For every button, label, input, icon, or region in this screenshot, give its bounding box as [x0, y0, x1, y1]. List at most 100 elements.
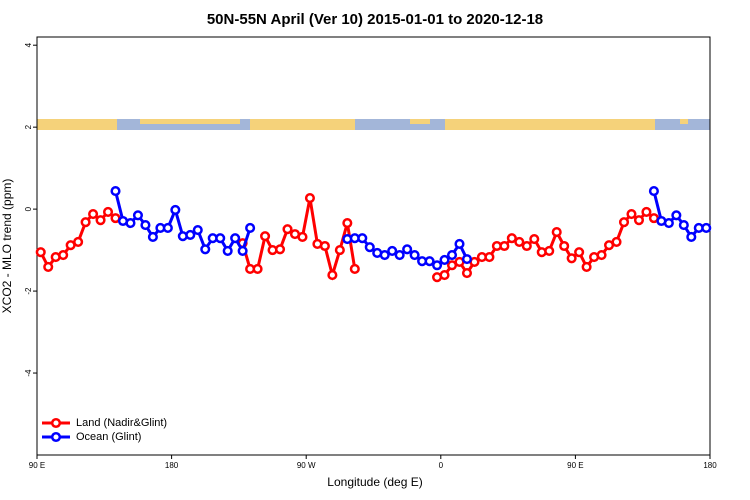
data-point [80, 217, 91, 228]
data-point [446, 249, 458, 261]
data-point [185, 229, 196, 240]
data-point [170, 204, 181, 215]
data-point [35, 247, 46, 258]
data-point [147, 231, 158, 243]
data-point [439, 254, 450, 265]
data-point [140, 220, 151, 231]
legend-marker [50, 417, 62, 429]
legend-marker [50, 431, 62, 443]
data-point [387, 245, 398, 256]
data-point [230, 233, 241, 244]
data-point [439, 270, 450, 281]
data-point [626, 208, 637, 220]
data-point [574, 247, 585, 258]
y-axis-label: XCO2 - MLO trend (ppm) [0, 179, 14, 314]
data-point [409, 249, 420, 261]
data-point [432, 260, 443, 271]
data-point [633, 215, 645, 226]
data-point [349, 263, 360, 274]
data-point [215, 233, 226, 244]
data-point [461, 267, 473, 279]
data-point [559, 240, 570, 252]
land-band [250, 119, 355, 130]
data-point [95, 215, 106, 226]
y-tick-label: -2 [24, 287, 33, 295]
x-tick-label: 0 [439, 461, 444, 470]
x-tick-label: 180 [703, 461, 717, 470]
data-point [484, 252, 495, 263]
legend-label: Ocean (Glint) [76, 431, 141, 443]
data-point [641, 206, 652, 218]
data-point [596, 249, 607, 261]
data-point [671, 210, 682, 221]
data-point [499, 240, 510, 252]
data-point [461, 254, 473, 265]
data-point [521, 240, 532, 252]
data-point [319, 240, 330, 252]
y-tick-label: 2 [24, 124, 33, 129]
x-tick-label: 90 E [29, 461, 45, 470]
map-strip [37, 119, 710, 130]
land-band [37, 119, 117, 130]
data-point [58, 249, 69, 261]
data-point [701, 222, 712, 234]
y-tick-label: 4 [24, 42, 33, 47]
data-point [618, 217, 630, 228]
data-point [110, 186, 121, 197]
data-point [506, 233, 517, 244]
data-point [394, 249, 405, 261]
data-point [245, 222, 256, 234]
data-point [297, 231, 308, 243]
land-band [140, 119, 240, 124]
data-point [260, 231, 271, 242]
x-tick-label: 90 E [567, 461, 583, 470]
x-tick-label: 180 [165, 461, 179, 470]
data-point [334, 245, 345, 256]
data-point [544, 245, 555, 256]
data-point [357, 233, 368, 244]
data-point [274, 244, 286, 255]
data-point [611, 236, 622, 247]
x-axis-label: Longitude (deg E) [327, 475, 422, 489]
data-point [514, 236, 525, 247]
data-point [237, 245, 248, 256]
x-tick-label: 90 W [297, 461, 316, 470]
data-point [43, 261, 54, 272]
data-point [678, 220, 689, 231]
data-point [162, 222, 173, 234]
data-point [551, 227, 562, 238]
data-point [379, 249, 390, 261]
data-point [200, 244, 211, 255]
y-tick-label: 0 [24, 206, 33, 211]
data-point [686, 231, 697, 243]
data-point [222, 245, 233, 256]
data-point [282, 224, 293, 235]
data-point [88, 208, 99, 220]
land-band [410, 119, 430, 124]
data-point [402, 244, 413, 255]
data-point [304, 193, 315, 204]
data-point [342, 218, 353, 229]
y-tick-label: -4 [24, 369, 33, 377]
data-point [648, 186, 659, 197]
data-point [454, 238, 465, 250]
data-point [424, 256, 435, 267]
ocean-band [37, 119, 710, 130]
data-point [364, 242, 375, 253]
land-band [680, 119, 688, 124]
data-point [102, 206, 114, 218]
land-band [445, 119, 655, 130]
data-point [252, 263, 263, 274]
data-point [529, 233, 540, 245]
data-point [663, 218, 674, 229]
data-point [327, 270, 338, 281]
plot-frame [36, 36, 711, 456]
chart-title: 50N-55N April (Ver 10) 2015-01-01 to 202… [207, 11, 543, 28]
data-point [125, 218, 136, 229]
data-point [192, 224, 203, 236]
data-point [132, 210, 143, 221]
legend-label: Land (Nadir&Glint) [76, 417, 167, 429]
data-point [581, 261, 592, 272]
data-point [73, 236, 84, 247]
